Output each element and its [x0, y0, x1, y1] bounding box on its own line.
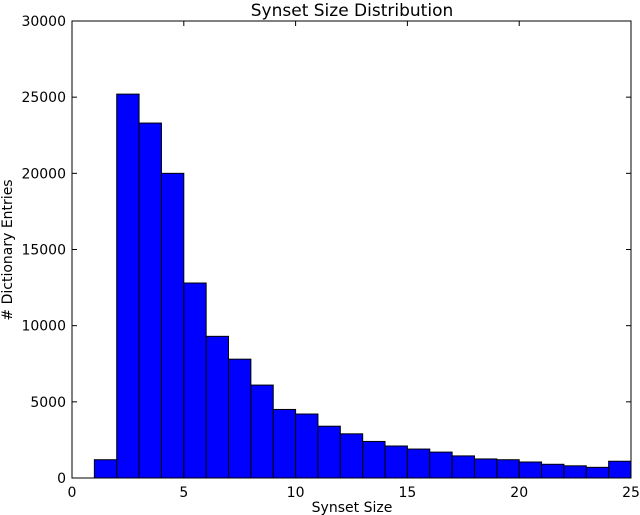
- y-tick-label: 30000: [21, 14, 66, 30]
- y-axis-ticks: 0 5000 10000 15000 20000 25000 30000: [21, 14, 631, 487]
- bars-group: [93, 93, 632, 479]
- x-tick-label: 25: [622, 485, 640, 501]
- histogram-bar: [250, 384, 274, 479]
- histogram-bar: [563, 465, 587, 479]
- histogram-bar: [362, 440, 386, 479]
- histogram-bar: [205, 335, 230, 479]
- x-tick-label: 20: [510, 485, 528, 501]
- histogram-bar: [451, 455, 475, 479]
- histogram-bar: [518, 461, 543, 479]
- histogram-bar: [317, 425, 341, 479]
- y-axis-label: # Dictionary Entries: [0, 179, 16, 320]
- histogram-bar: [228, 358, 252, 479]
- histogram-bar: [429, 451, 453, 479]
- histogram-bar: [116, 93, 140, 479]
- x-tick-label: 10: [287, 485, 305, 501]
- y-tick-label: 25000: [21, 90, 66, 106]
- histogram-bar: [406, 448, 431, 479]
- y-tick-label: 5000: [30, 395, 66, 411]
- histogram-bar: [384, 445, 408, 479]
- histogram-bar: [93, 459, 118, 479]
- x-tick-label: 5: [179, 485, 188, 501]
- histogram-bar: [160, 172, 185, 479]
- histogram-bar: [272, 408, 297, 479]
- histogram-bar: [138, 122, 162, 479]
- y-tick-label: 20000: [21, 166, 66, 182]
- histogram-bar: [496, 459, 520, 479]
- x-tick-label: 15: [398, 485, 416, 501]
- x-axis-label: Synset Size: [312, 500, 393, 515]
- y-tick-label: 0: [57, 471, 66, 487]
- histogram-bar: [473, 458, 498, 479]
- y-tick-label: 10000: [21, 319, 66, 335]
- chart-title: Synset Size Distribution: [251, 1, 454, 21]
- histogram-bar: [295, 413, 319, 479]
- x-axis-ticks: 0 5 10 15 20 25: [68, 21, 640, 501]
- x-tick-label: 0: [68, 485, 77, 501]
- histogram-bar: [541, 463, 565, 479]
- histogram-bar: [183, 282, 207, 479]
- histogram-bar: [585, 466, 610, 479]
- histogram-bar: [608, 460, 632, 479]
- y-tick-label: 15000: [21, 243, 66, 259]
- histogram-bar: [339, 433, 364, 479]
